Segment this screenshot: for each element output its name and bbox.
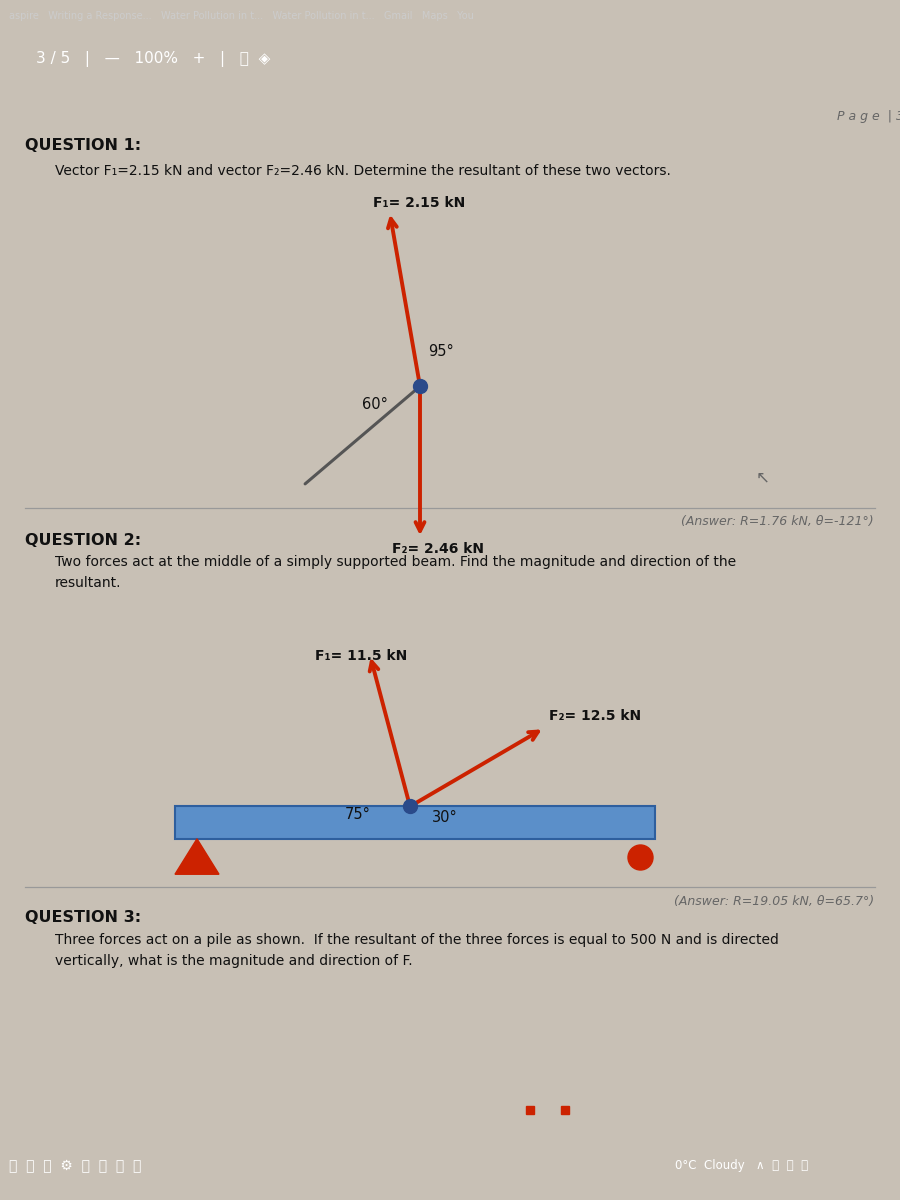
Text: resultant.: resultant. xyxy=(55,576,122,589)
Text: Three forces act on a pile as shown.  If the resultant of the three forces is eq: Three forces act on a pile as shown. If … xyxy=(55,932,778,947)
Text: Two forces act at the middle of a simply supported beam. Find the magnitude and : Two forces act at the middle of a simply… xyxy=(55,556,736,569)
Text: 0°C  Cloudy   ∧  ⬜  ⭕  🖨: 0°C Cloudy ∧ ⬜ ⭕ 🖨 xyxy=(675,1159,808,1171)
Text: QUESTION 3:: QUESTION 3: xyxy=(25,910,141,925)
Text: F₁= 11.5 kN: F₁= 11.5 kN xyxy=(315,649,407,662)
Text: F₂= 12.5 kN: F₂= 12.5 kN xyxy=(549,709,642,722)
Text: aspire   Writing a Response...   Water Pollution in t...   Water Pollution in t.: aspire Writing a Response... Water Pollu… xyxy=(9,11,474,20)
Text: 📌  📁  📧  ⚙  🚩  🎵  🌐  🎶: 📌 📁 📧 ⚙ 🚩 🎵 🌐 🎶 xyxy=(9,1158,141,1172)
Text: 95°: 95° xyxy=(428,344,454,359)
Text: QUESTION 2:: QUESTION 2: xyxy=(25,533,141,548)
Text: QUESTION 1:: QUESTION 1: xyxy=(25,138,141,154)
Text: F₂= 2.46 kN: F₂= 2.46 kN xyxy=(392,542,484,556)
Text: 75°: 75° xyxy=(345,806,371,822)
Text: ↖: ↖ xyxy=(756,468,770,486)
Text: vertically, what is the magnitude and direction of F.: vertically, what is the magnitude and di… xyxy=(55,954,412,968)
Text: Vector F₁=2.15 kN and vector F₂=2.46 kN. Determine the resultant of these two ve: Vector F₁=2.15 kN and vector F₂=2.46 kN.… xyxy=(55,163,670,178)
Polygon shape xyxy=(175,839,219,875)
Text: 30°: 30° xyxy=(432,810,458,824)
Text: 60°: 60° xyxy=(362,396,388,412)
Text: 3 / 5   |   —   100%   +   |   ⬛  ◈: 3 / 5 | — 100% + | ⬛ ◈ xyxy=(36,52,270,67)
Bar xyxy=(175,806,655,839)
Text: F₁= 2.15 kN: F₁= 2.15 kN xyxy=(374,196,465,210)
Text: (Answer: R=19.05 kN, θ=65.7°): (Answer: R=19.05 kN, θ=65.7°) xyxy=(674,894,874,907)
Text: (Answer: R=1.76 kN, θ=-121°): (Answer: R=1.76 kN, θ=-121°) xyxy=(681,515,874,528)
Text: P a g e  | 3: P a g e | 3 xyxy=(837,110,900,122)
